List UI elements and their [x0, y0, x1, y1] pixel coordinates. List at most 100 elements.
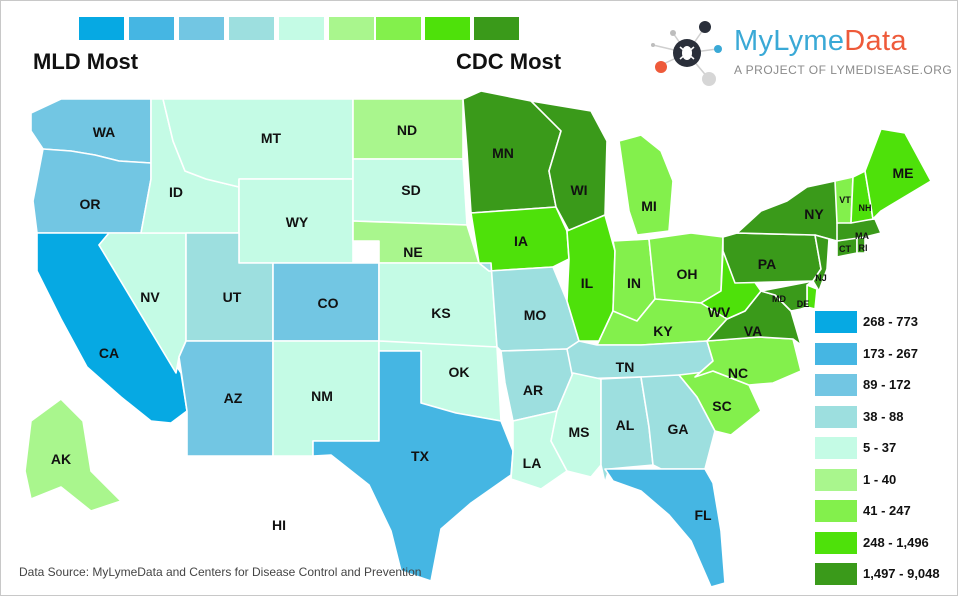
state-label-in: IN: [627, 275, 641, 291]
scale-swatch: [329, 17, 374, 40]
brand-tagline: A PROJECT OF LYMEDISEASE.ORG: [734, 63, 953, 77]
state-label-de: DE: [797, 299, 810, 309]
state-label-mn: MN: [492, 145, 514, 161]
state-label-hi: HI: [272, 517, 286, 533]
state-label-ok: OK: [449, 364, 470, 380]
state-ny: [736, 180, 844, 242]
state-label-ia: IA: [514, 233, 528, 249]
legend-item: 1,497 - 9,048: [815, 563, 953, 585]
legend-label: 268 - 773: [863, 314, 918, 329]
state-label-or: OR: [80, 196, 101, 212]
legend-item: 5 - 37: [815, 437, 953, 459]
brand-title-part2: Data: [844, 25, 907, 57]
state-mt: [162, 98, 354, 188]
scale-swatch: [425, 17, 470, 40]
state-label-ut: UT: [223, 289, 242, 305]
state-label-nm: NM: [311, 388, 333, 404]
state-label-wy: WY: [286, 214, 309, 230]
state-label-tx: TX: [411, 448, 430, 464]
mld-most-label: MLD Most: [33, 49, 139, 74]
state-label-mo: MO: [524, 307, 547, 323]
legend-label: 248 - 1,496: [863, 534, 929, 550]
legend-item: 173 - 267: [815, 342, 953, 365]
legend-swatch: [815, 374, 857, 396]
state-me: [864, 128, 932, 220]
state-nj: [812, 234, 830, 292]
state-label-wv: WV: [708, 304, 731, 320]
state-label-mi: MI: [641, 198, 657, 214]
legend-swatch: [815, 563, 857, 585]
state-label-ny: NY: [804, 206, 824, 222]
state-label-mt: MT: [261, 130, 282, 146]
legend-swatch: [815, 342, 857, 365]
legend-swatch: [815, 311, 857, 333]
legend-label: 1 - 40: [863, 471, 897, 487]
state-label-fl: FL: [694, 507, 712, 523]
state-label-oh: OH: [677, 266, 698, 282]
state-label-md: MD: [772, 294, 786, 304]
legend-swatch: [815, 437, 857, 459]
state-label-co: CO: [318, 295, 339, 311]
state-label-nj: NJ: [815, 273, 827, 283]
legend-item: 89 - 172: [815, 374, 953, 396]
state-label-nv: NV: [140, 289, 160, 305]
legend-swatch: [815, 500, 857, 522]
state-label-nc: NC: [728, 365, 748, 381]
state-md: [760, 280, 814, 312]
state-label-sc: SC: [712, 398, 731, 414]
scale-swatch: [474, 17, 519, 40]
brand-title-part1: MyLyme: [734, 25, 845, 57]
state-label-ga: GA: [668, 421, 689, 437]
state-label-ky: KY: [653, 323, 673, 339]
legend-label: 1,497 - 9,048: [863, 566, 940, 581]
state-label-wi: WI: [570, 182, 587, 198]
legend-swatch: [815, 405, 857, 428]
state-label-tn: TN: [616, 359, 635, 375]
state-label-ne: NE: [403, 244, 422, 260]
state-ms: [550, 372, 602, 478]
cdc-most-label: CDC Most: [456, 49, 562, 74]
state-tx: [312, 350, 514, 582]
legend-label: 173 - 267: [863, 345, 918, 361]
state-label-ri: RI: [859, 243, 868, 253]
scale-swatch: [129, 17, 174, 40]
legend-item: 38 - 88: [815, 405, 953, 428]
scale-swatch: [229, 17, 274, 40]
scale-swatch: [179, 17, 224, 40]
brand-title: MyLymeData: [734, 25, 907, 58]
state-label-il: IL: [581, 275, 594, 291]
tick-network-icon: [651, 21, 722, 86]
legend-swatch: [815, 468, 857, 491]
legend-item: 1 - 40: [815, 468, 953, 491]
state-or: [32, 148, 152, 234]
state-label-vt: VT: [839, 195, 851, 205]
state-label-ma: MA: [855, 231, 869, 241]
scale-swatch: [376, 17, 421, 40]
data-source-note: Data Source: MyLymeData and Centers for …: [19, 565, 422, 579]
scale-swatch: [79, 17, 124, 40]
state-label-va: VA: [744, 323, 762, 339]
legend-label: 89 - 172: [863, 377, 911, 392]
state-label-sd: SD: [401, 182, 420, 198]
legend-item: 268 - 773: [815, 311, 953, 333]
state-label-me: ME: [893, 165, 914, 181]
legend-item: 248 - 1,496: [815, 531, 953, 554]
state-label-ak: AK: [51, 451, 71, 467]
scale-swatch: [279, 17, 324, 40]
state-label-az: AZ: [224, 390, 243, 406]
state-ak: [24, 398, 122, 512]
legend-label: 38 - 88: [863, 408, 904, 424]
state-label-al: AL: [616, 417, 635, 433]
state-label-wa: WA: [93, 124, 116, 140]
state-label-ms: MS: [569, 424, 590, 440]
state-fl: [604, 468, 726, 588]
state-mi: [618, 134, 674, 236]
legend-item: 41 - 247: [815, 500, 953, 522]
state-label-ks: KS: [431, 305, 450, 321]
legend-swatch: [815, 531, 857, 554]
legend-label: 41 - 247: [863, 503, 911, 518]
state-label-ca: CA: [99, 345, 119, 361]
state-label-nh: NH: [859, 203, 872, 213]
